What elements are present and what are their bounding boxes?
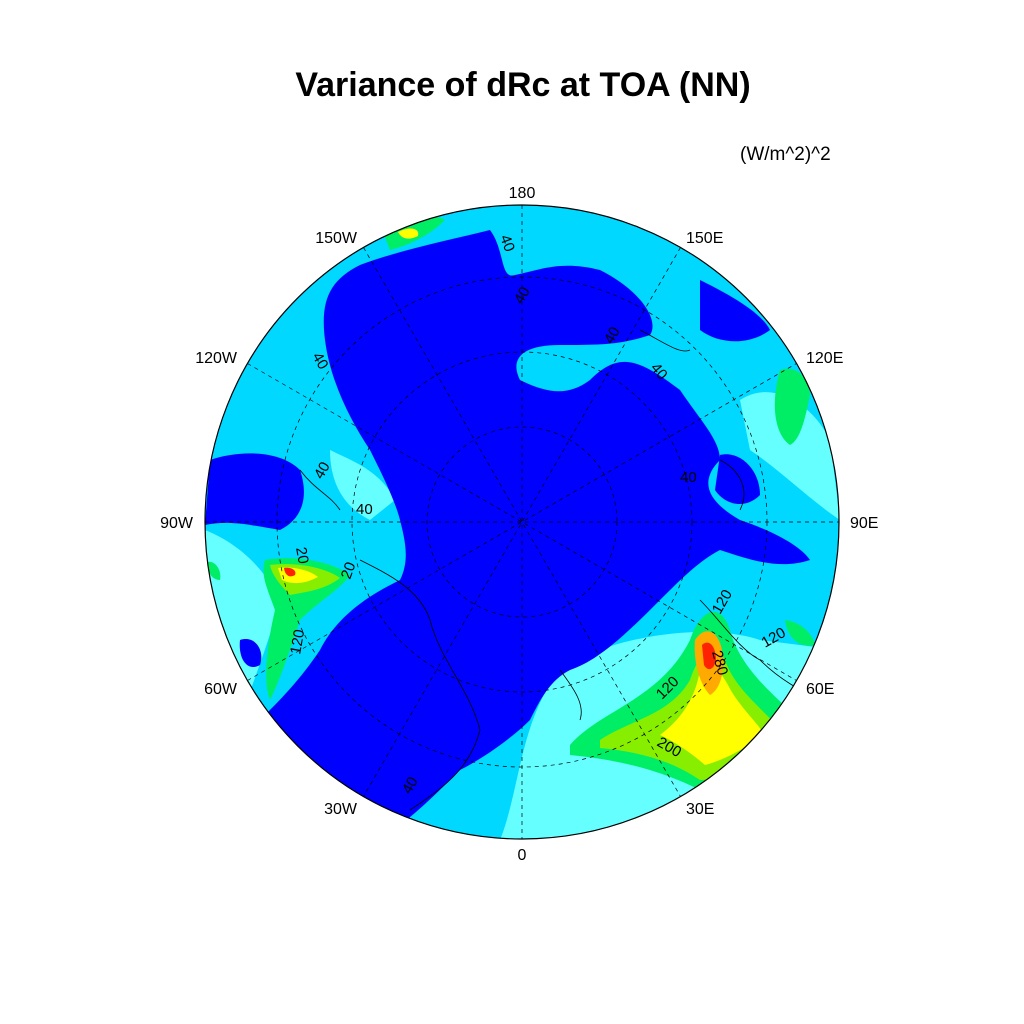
fill-band-0-40 [715,454,760,505]
graticule [205,205,839,839]
units-label: (W/m^2)^2 [740,144,831,165]
contour-label: 20 [338,560,360,581]
lon-label-120e: 120E [806,350,843,367]
contour-label: 40 [511,284,534,307]
fill-band-120-160 [207,561,221,580]
fill-band-80-120 [330,450,395,520]
contour-label: 40 [399,774,422,797]
fill-band-280-plus [702,642,716,670]
fill-band-0-40 [205,453,304,530]
fill-band-80-120 [740,392,839,520]
meridian-line [247,363,797,681]
lon-label-120w: 120W [195,350,238,367]
meridian-line [363,247,681,797]
fill-band-0-40 [260,230,810,839]
meridian-line [247,363,797,681]
fill-band-200-240 [398,228,419,239]
lon-label-60e: 60E [806,681,834,698]
fill-band-0-40 [700,280,770,342]
contour-label: 40 [680,469,697,486]
lon-label-60w: 60W [204,681,238,698]
contour-label: 20 [292,546,312,565]
latitude-circle [351,351,693,693]
contour-label: 40 [496,233,518,254]
fill-band-120-160 [774,368,810,445]
lon-label-150w: 150W [315,230,358,247]
lon-label-0: 0 [518,847,527,864]
fill-band-120-160 [785,620,815,646]
contour-label: 120 [287,628,308,656]
lon-label-150e: 150E [686,230,723,247]
latitude-circle [426,426,618,618]
contour-label: 40 [601,324,624,347]
lon-label-30w: 30W [324,801,358,818]
contour-label: 40 [356,501,373,518]
map-border [204,204,840,840]
lon-label-90w: 90W [160,515,194,532]
lon-label-30e: 30E [686,801,714,818]
lon-label-90e: 90E [850,515,878,532]
longitude-labels: 180 150E 120E 90E 60E 30E 0 30W 60W 90W … [160,185,878,864]
map-title: Variance of dRc at TOA (NN) [295,66,751,104]
fill-band-120-160 [263,558,350,700]
lon-label-180: 180 [509,185,536,202]
contour-label: 280 [708,649,731,678]
meridian-line [363,247,681,797]
fill-band-280-plus [284,567,296,577]
latitude-circle [276,276,768,768]
fill-band-200-240 [660,665,765,765]
contour-label: 40 [309,350,332,373]
fill-band-0-40 [239,639,262,668]
contour-label: 40 [311,459,334,482]
